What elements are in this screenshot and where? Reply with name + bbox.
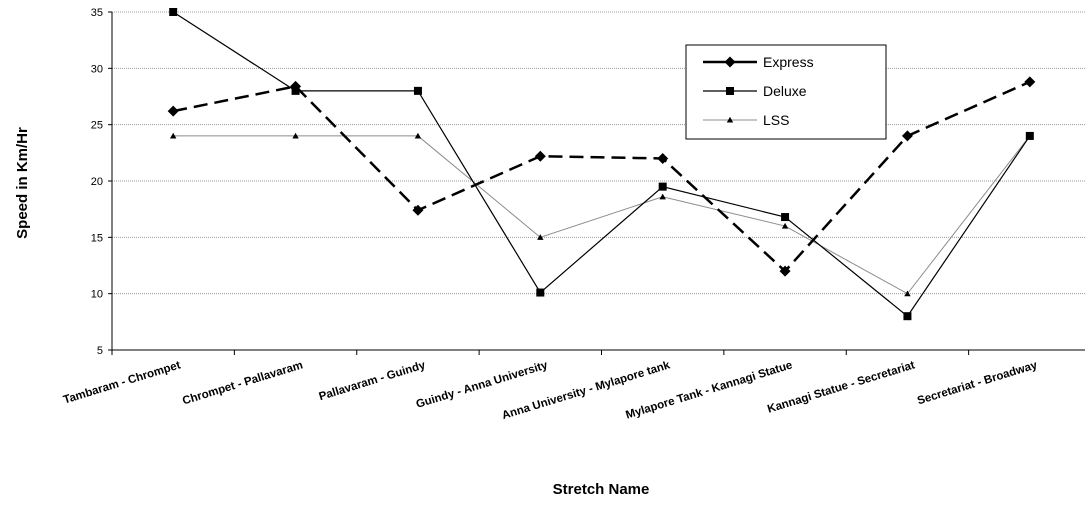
legend: Express Deluxe LSS <box>685 44 887 140</box>
y-tick-label-1: 10 <box>91 289 103 301</box>
point-deluxe-2 <box>413 86 422 95</box>
point-deluxe-3 <box>536 288 545 297</box>
point-express-4 <box>657 152 669 164</box>
point-deluxe-6 <box>903 312 912 321</box>
legend-item-deluxe: Deluxe <box>703 83 807 99</box>
point-express-5 <box>779 265 791 277</box>
axes <box>108 11 1085 355</box>
legend-label-express: Express <box>763 54 814 70</box>
point-express-0 <box>167 105 179 117</box>
y-tick-label-3: 20 <box>91 176 103 188</box>
legend-label-lss: LSS <box>763 112 789 128</box>
point-deluxe-4 <box>658 182 667 191</box>
legend-label-deluxe: Deluxe <box>763 83 807 99</box>
series-line-deluxe <box>172 11 1031 318</box>
y-tick-label-0: 5 <box>97 345 103 357</box>
y-tick-label-2: 15 <box>91 232 103 244</box>
x-tick-label-0: Tambaram - Chrompet <box>62 359 182 406</box>
point-lss-3 <box>537 234 544 240</box>
y-tick-label-6: 35 <box>91 7 103 19</box>
legend-item-lss: LSS <box>703 112 789 128</box>
point-lss-0 <box>169 132 177 139</box>
point-deluxe-0 <box>169 8 178 16</box>
point-express-6 <box>901 130 913 142</box>
series-line-lss <box>173 135 1031 295</box>
point-deluxe-5 <box>781 213 790 222</box>
legend-marker-express <box>724 56 736 68</box>
tick-labels: 5 10 15 20 25 30 35 Tambaram - Chrompet Chrompet… <box>62 7 1039 422</box>
series-lines <box>167 8 1036 321</box>
x-axis-title: Stretch Name <box>553 481 650 498</box>
point-express-7 <box>1024 76 1036 88</box>
y-tick-label-5: 30 <box>91 63 103 75</box>
y-tick-label-4: 25 <box>91 120 103 132</box>
legend-box <box>685 44 887 140</box>
series-lss <box>169 132 1034 297</box>
x-tick-label-7: Secretariat - Broadway <box>916 359 1039 407</box>
point-lss-6 <box>904 290 911 297</box>
point-express-2 <box>412 204 424 216</box>
legend-marker-deluxe <box>726 87 734 95</box>
series-express <box>167 76 1036 277</box>
point-lss-2 <box>414 132 422 139</box>
point-lss-4 <box>659 193 666 200</box>
point-express-3 <box>534 150 546 162</box>
legend-item-express: Express <box>703 54 814 70</box>
point-lss-1 <box>292 132 299 139</box>
point-deluxe-7 <box>1025 131 1034 140</box>
point-express-1 <box>290 80 302 92</box>
y-axis-title: Speed in Km/Hr <box>14 127 31 239</box>
gridlines <box>112 11 1085 295</box>
point-lss-5 <box>781 222 789 229</box>
x-tick-label-2: Pallavaram - Guindy <box>318 359 428 403</box>
series-deluxe <box>169 8 1034 321</box>
legend-marker-lss <box>726 116 734 123</box>
x-tick-label-1: Chrompet - Pallavaram <box>181 359 304 407</box>
series-line-express <box>172 80 1031 273</box>
